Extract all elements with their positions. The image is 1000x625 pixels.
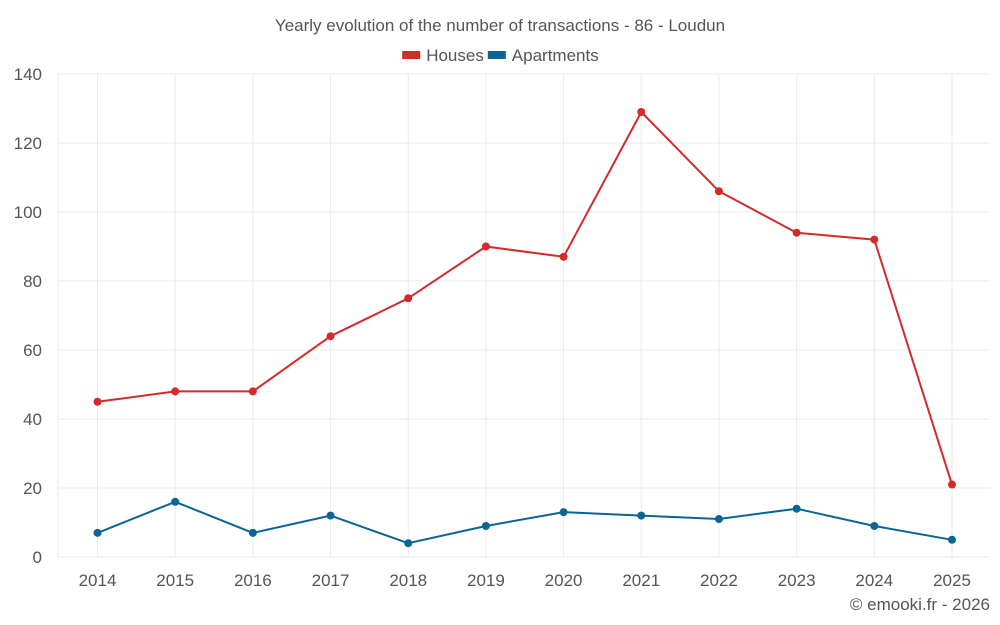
y-tick-label: 60 xyxy=(23,341,42,360)
legend-swatch xyxy=(402,51,421,59)
y-tick-label: 120 xyxy=(14,134,42,153)
data-point-houses[interactable] xyxy=(714,187,723,196)
data-point-apartments[interactable] xyxy=(404,539,413,548)
legend-label: Apartments xyxy=(512,46,599,65)
y-tick-label: 20 xyxy=(23,479,42,498)
data-point-apartments[interactable] xyxy=(559,508,568,517)
x-tick-label: 2025 xyxy=(933,571,971,590)
data-point-apartments[interactable] xyxy=(714,515,723,524)
legend-item-apartments[interactable]: Apartments xyxy=(487,46,599,65)
x-tick-label: 2014 xyxy=(79,571,117,590)
y-tick-label: 0 xyxy=(33,548,42,567)
series-line-apartments xyxy=(97,500,953,545)
data-point-houses[interactable] xyxy=(948,480,956,489)
legend-label: Houses xyxy=(426,46,484,65)
data-point-houses[interactable] xyxy=(171,387,180,396)
data-point-houses[interactable] xyxy=(637,107,646,116)
x-tick-label: 2020 xyxy=(545,571,583,590)
x-tick-label: 2024 xyxy=(855,571,893,590)
axes: 0 20 40 60 80 100 120 140 2014 2015 2016 2017 2018 20… xyxy=(14,65,971,590)
grid xyxy=(57,73,990,558)
data-point-houses[interactable] xyxy=(404,294,413,303)
data-point-apartments[interactable] xyxy=(171,497,180,506)
x-tick-label: 2018 xyxy=(389,571,427,590)
series-layer xyxy=(93,107,956,548)
chart-title: Yearly evolution of the number of transa… xyxy=(275,16,725,35)
x-tick-label: 2017 xyxy=(312,571,350,590)
data-point-apartments[interactable] xyxy=(93,528,102,537)
y-tick-label: 40 xyxy=(23,410,42,429)
x-tick-label: 2016 xyxy=(234,571,272,590)
data-point-houses[interactable] xyxy=(481,242,490,251)
data-point-houses[interactable] xyxy=(870,235,879,244)
data-point-apartments[interactable] xyxy=(870,521,879,530)
data-point-houses[interactable] xyxy=(93,397,102,406)
data-point-apartments[interactable] xyxy=(792,504,801,513)
copyright-credit: © emooki.fr - 2026 xyxy=(850,595,990,614)
x-tick-label: 2019 xyxy=(467,571,505,590)
data-point-apartments[interactable] xyxy=(481,521,490,530)
data-point-apartments[interactable] xyxy=(326,511,335,520)
x-tick-label: 2023 xyxy=(778,571,816,590)
y-tick-label: 80 xyxy=(23,272,42,291)
y-tick-label: 100 xyxy=(14,203,42,222)
series-line-houses xyxy=(97,111,953,485)
y-tick-label: 140 xyxy=(14,65,42,84)
legend-swatch xyxy=(487,51,506,59)
x-tick-label: 2021 xyxy=(622,571,660,590)
data-point-houses[interactable] xyxy=(792,228,801,237)
data-point-apartments[interactable] xyxy=(637,511,646,520)
data-point-houses[interactable] xyxy=(559,252,568,261)
x-tick-label: 2022 xyxy=(700,571,738,590)
x-tick-label: 2015 xyxy=(156,571,194,590)
data-point-houses[interactable] xyxy=(326,332,335,341)
data-point-apartments[interactable] xyxy=(948,535,956,544)
legend: Houses Apartments xyxy=(402,46,599,65)
legend-item-houses[interactable]: Houses xyxy=(402,46,484,65)
data-point-apartments[interactable] xyxy=(248,528,257,537)
data-point-houses[interactable] xyxy=(248,387,257,396)
